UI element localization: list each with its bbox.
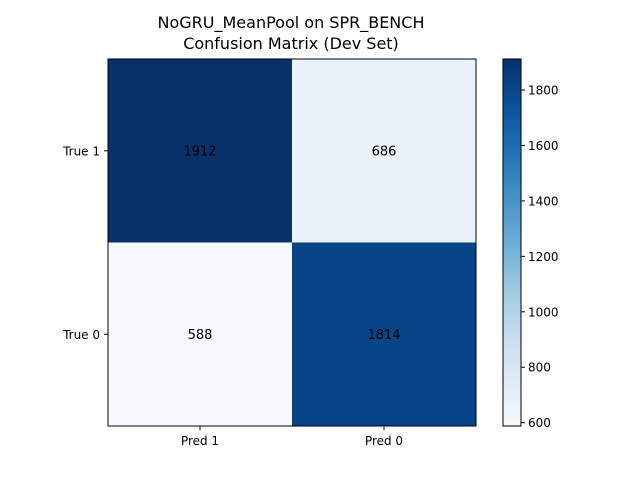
cell-value-label: 686 xyxy=(372,144,397,159)
y-tick-label: True 1 xyxy=(62,144,100,158)
chart-title-line-2: Confusion Matrix (Dev Set) xyxy=(183,34,399,53)
colorbar-tick-label: 600 xyxy=(528,416,551,430)
plot-frame xyxy=(107,58,477,427)
heatmap-cells: 1912 686 588 1814 xyxy=(108,59,477,427)
colorbar-tick-label: 1200 xyxy=(528,250,559,264)
heatmap-cell xyxy=(292,59,477,243)
axes-frame: Pred 1 Pred 0 True 1 True 0 xyxy=(62,58,477,448)
heatmap-cell xyxy=(108,59,293,243)
y-tick-label: True 0 xyxy=(62,328,100,342)
cell-value-label: 588 xyxy=(188,328,213,343)
colorbar-gradient xyxy=(502,58,522,427)
colorbar-tick-label: 1600 xyxy=(528,139,559,153)
cell-value-label: 1814 xyxy=(367,328,400,343)
cell-value-label: 1912 xyxy=(183,144,216,159)
colorbar-tick-label: 1400 xyxy=(528,194,559,208)
colorbar-tick-label: 1800 xyxy=(528,84,559,98)
colorbar: 600 800 1000 1200 1400 1600 1800 xyxy=(502,58,559,430)
heatmap-cell xyxy=(108,242,293,427)
heatmap-cell xyxy=(292,242,477,427)
x-tick-label: Pred 1 xyxy=(181,434,219,448)
chart-title-line-1: NoGRU_MeanPool on SPR_BENCH xyxy=(158,13,425,33)
x-tick-label: Pred 0 xyxy=(365,434,403,448)
colorbar-tick-label: 1000 xyxy=(528,305,559,319)
colorbar-tick-label: 800 xyxy=(528,361,551,375)
